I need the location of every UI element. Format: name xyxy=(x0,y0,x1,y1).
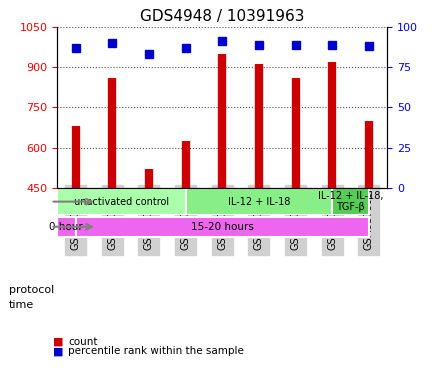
Text: count: count xyxy=(68,337,98,347)
Text: time: time xyxy=(9,300,34,310)
Text: percentile rank within the sample: percentile rank within the sample xyxy=(68,346,244,356)
Text: IL-12 + IL-18,
TGF-β: IL-12 + IL-18, TGF-β xyxy=(318,191,383,212)
FancyBboxPatch shape xyxy=(57,188,186,215)
FancyBboxPatch shape xyxy=(57,217,76,237)
Text: 15-20 hours: 15-20 hours xyxy=(191,222,253,232)
Text: ■: ■ xyxy=(53,346,63,356)
Title: GDS4948 / 10391963: GDS4948 / 10391963 xyxy=(140,9,304,24)
Text: IL-12 + IL-18: IL-12 + IL-18 xyxy=(227,197,290,207)
FancyBboxPatch shape xyxy=(186,188,332,215)
Text: 0 hour: 0 hour xyxy=(49,222,83,232)
FancyBboxPatch shape xyxy=(332,188,369,215)
Text: protocol: protocol xyxy=(9,285,54,295)
Text: unactivated control: unactivated control xyxy=(74,197,169,207)
FancyBboxPatch shape xyxy=(76,217,369,237)
Text: ■: ■ xyxy=(53,337,63,347)
